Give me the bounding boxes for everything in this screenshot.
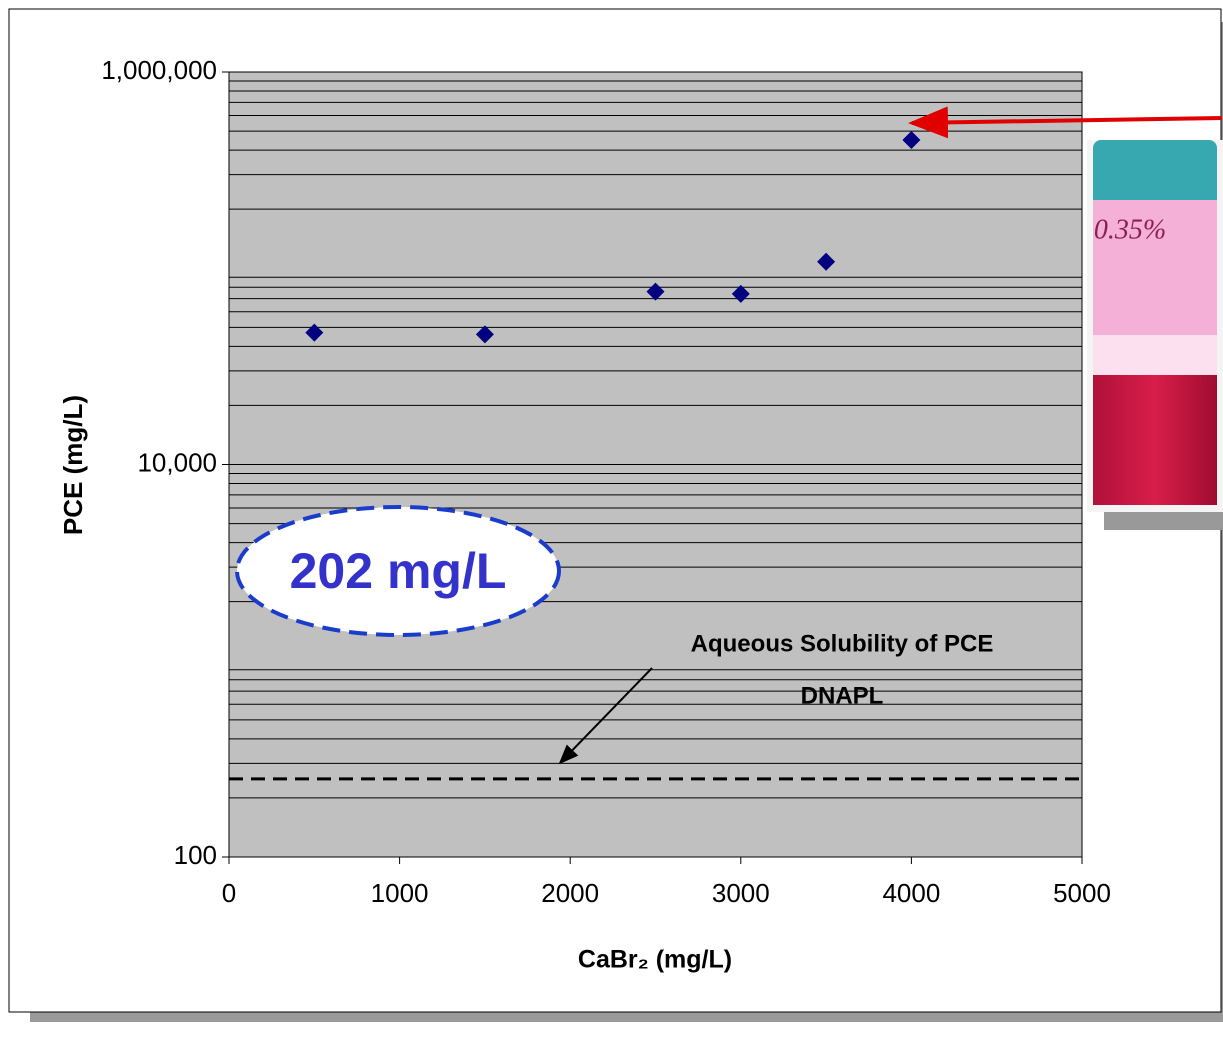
reference-label: Aqueous Solubility of PCE bbox=[691, 630, 994, 657]
plot-border bbox=[228, 71, 1083, 858]
x-tick-label: 1000 bbox=[371, 878, 429, 908]
plot-area: 100 10,000 1,000,000 0 1000 2000 3000 4000 5000 bbox=[101, 55, 1111, 908]
x-tick-label: 0 bbox=[222, 878, 236, 908]
y-tick-label: 10,000 bbox=[137, 447, 217, 477]
reference-arrow bbox=[558, 667, 653, 765]
y-tick-label: 1,000,000 bbox=[101, 55, 217, 85]
y-tick-label: 100 bbox=[174, 840, 217, 870]
vial-foam bbox=[1093, 335, 1217, 375]
vial-photo: 0.35% bbox=[1087, 140, 1223, 530]
callout-text: 202 mg/L bbox=[290, 543, 507, 599]
vial-emulsion bbox=[1093, 200, 1217, 340]
data-point bbox=[646, 282, 665, 301]
callout-ellipse bbox=[235, 505, 561, 637]
data-point bbox=[817, 252, 836, 271]
reference-label: DNAPL bbox=[801, 682, 884, 709]
vial-liquid bbox=[1093, 375, 1217, 505]
data-point bbox=[731, 284, 750, 303]
y-axis-label: PCE (mg/L) bbox=[58, 395, 88, 535]
x-tick-label: 4000 bbox=[882, 878, 940, 908]
x-axis-label: CaBr₂ (mg/L) bbox=[578, 946, 732, 974]
data-point bbox=[305, 323, 324, 342]
data-point bbox=[475, 325, 494, 344]
x-tick-label: 5000 bbox=[1053, 878, 1111, 908]
vial-label: 0.35% bbox=[1094, 214, 1166, 245]
vial-cap bbox=[1093, 140, 1217, 210]
x-tick-label: 3000 bbox=[712, 878, 770, 908]
x-tick-label: 2000 bbox=[541, 878, 599, 908]
highlight-arrow bbox=[908, 106, 1223, 139]
